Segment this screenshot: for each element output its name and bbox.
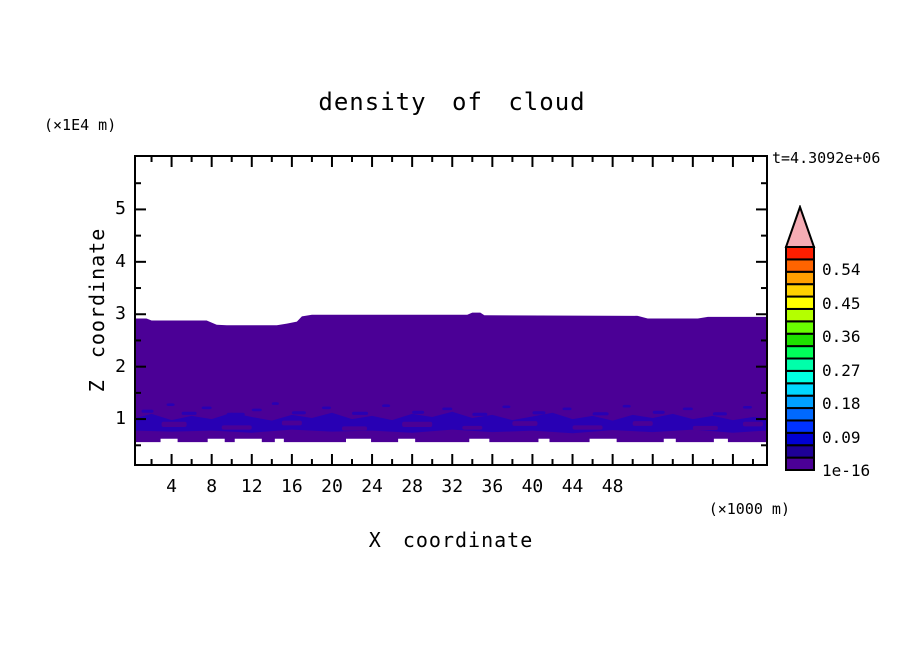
band-bottom-notch [234, 438, 262, 443]
streak-speckle [382, 404, 391, 408]
streak-speckle [592, 412, 609, 416]
band-bottom-notch [274, 438, 284, 443]
time-annotation: t=4.3092e+06 [772, 149, 881, 167]
colorbar [784, 205, 816, 472]
x-tick-label: 40 [521, 476, 544, 497]
x-tick-label: 28 [401, 476, 423, 497]
streak-speckle [622, 404, 631, 408]
colorbar-segment [785, 295, 815, 310]
colorbar-segment [785, 246, 815, 261]
colorbar-overflow-cap [784, 205, 816, 248]
x-tick-label: 32 [441, 476, 464, 497]
x-axis-unit-label: (×1000 m) [708, 500, 790, 518]
streak-purple-patch [161, 421, 187, 427]
x-tick-label: 4 [166, 476, 177, 497]
band-bottom-notch [346, 438, 372, 443]
streak-purple-patch [632, 421, 653, 426]
colorbar-tick-label: 1e-16 [822, 461, 871, 480]
streak-purple-patch [221, 425, 252, 430]
y-tick-label: 5 [115, 198, 126, 220]
streak-speckle [472, 412, 488, 416]
streak-speckle [271, 402, 279, 405]
cloud-band [136, 312, 766, 443]
y-tick-label: 2 [115, 355, 126, 377]
contour-field-canvas [136, 157, 766, 464]
streak-speckle [412, 410, 425, 414]
streak-purple-patch [281, 420, 302, 426]
colorbar-segment [785, 444, 815, 459]
x-tick-label: 44 [561, 476, 584, 497]
y-tick-label: 4 [115, 250, 126, 272]
band-bottom-notch [713, 438, 728, 443]
streak-speckle [201, 406, 212, 410]
streak-purple-patch [402, 421, 433, 427]
streak-purple-patch [341, 426, 368, 431]
x-tick-label: 12 [240, 476, 263, 497]
y-tick-label: 1 [115, 408, 126, 430]
colorbar-tick-label: 0.27 [822, 360, 861, 380]
x-tick-label: 16 [281, 476, 303, 497]
streak-speckle [321, 406, 331, 410]
streak-layer [136, 411, 766, 434]
band-bottom-notch [538, 438, 550, 443]
x-tick-label: 24 [361, 476, 383, 497]
band-bottom-notch [207, 438, 225, 443]
colorbar-segment [785, 407, 815, 422]
colorbar-segment [785, 332, 815, 348]
colorbar-tick-label: 0.18 [822, 394, 861, 414]
x-tick-label: 20 [321, 476, 343, 497]
y-tick-label: 3 [115, 303, 126, 325]
band-bottom-notch [589, 438, 617, 443]
streak-speckle [742, 405, 752, 409]
streak-speckle [502, 405, 511, 409]
colorbar-segment [785, 394, 815, 410]
streak-speckle [532, 411, 546, 415]
colorbar-segment [785, 456, 815, 472]
streak-purple-patch [572, 425, 603, 430]
colorbar-segment [785, 320, 815, 335]
streak-purple-patch [512, 421, 538, 426]
y-axis-unit-label: (×1E4 m) [44, 116, 117, 134]
streak-speckle [682, 407, 693, 411]
colorbar-segment [785, 419, 815, 434]
x-axis-title: X coordinate [368, 528, 534, 552]
chart-title: density of cloud [318, 88, 586, 116]
streak-speckle [352, 411, 369, 415]
x-tick-label: 36 [481, 476, 504, 497]
streak-speckle [181, 411, 197, 415]
colorbar-segment [785, 258, 815, 273]
streak-purple-patch [692, 425, 718, 431]
streak-speckle [166, 403, 175, 406]
colorbar-tick-label: 0.45 [822, 293, 861, 313]
colorbar-segment [785, 345, 815, 360]
colorbar-tick-label: 0.36 [822, 327, 861, 347]
colorbar-tick-label: 0.54 [822, 260, 861, 280]
colorbar-segment [785, 270, 815, 286]
streak-speckle [251, 408, 262, 412]
streak-speckle [442, 407, 453, 411]
streak-purple-patch [742, 421, 763, 427]
band-bottom-notch [663, 438, 676, 443]
streak-speckle [291, 411, 306, 415]
colorbar-segment [785, 382, 815, 397]
streak-purple-patch [462, 425, 483, 430]
band-bottom-notch [469, 438, 490, 443]
streak-speckle [652, 410, 665, 414]
streak-speckle [141, 409, 154, 413]
plot-area [134, 155, 768, 466]
colorbar-segment [785, 431, 815, 447]
streak-speckle [562, 407, 572, 411]
streak-speckle [712, 412, 727, 416]
x-tick-label: 48 [601, 476, 624, 497]
band-bottom-notch [160, 438, 178, 443]
colorbar-segment [785, 357, 815, 372]
colorbar-segment [785, 283, 815, 298]
band-bottom-notch [398, 438, 416, 443]
colorbar-segment [785, 369, 815, 385]
colorbar-segment [785, 307, 815, 323]
colorbar-tick-label: 0.09 [822, 427, 861, 447]
streak-speckle [226, 412, 245, 416]
x-tick-label: 8 [206, 476, 218, 497]
